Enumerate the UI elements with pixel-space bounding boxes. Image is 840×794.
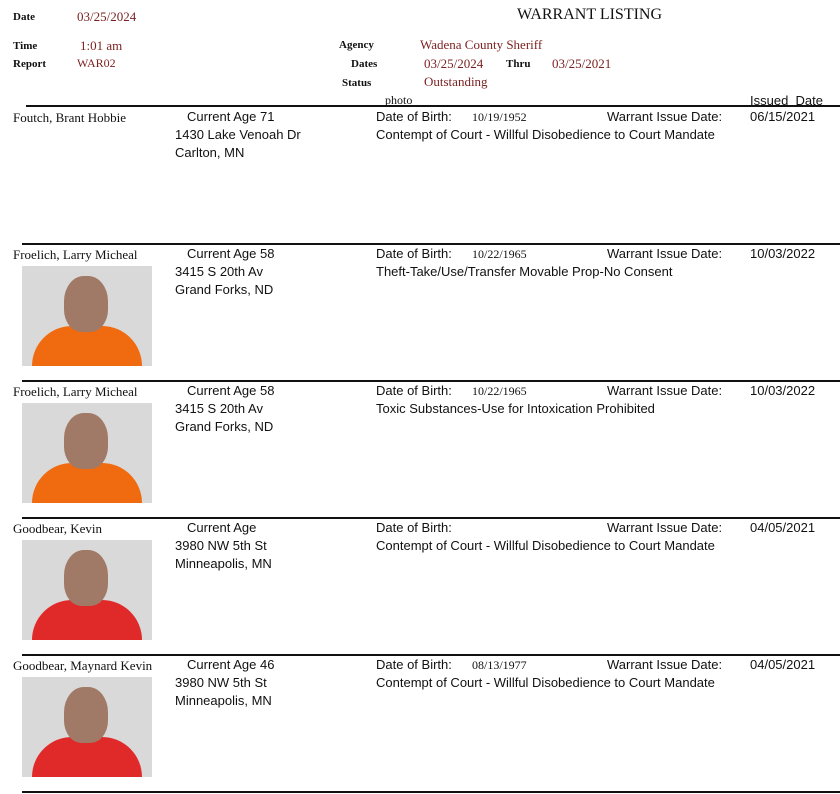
current-age: Current Age 46 [187,657,275,672]
warrant-record: Foutch, Brant Hobbie Current Age 71 1430… [0,107,840,244]
time-label: Time [13,40,38,52]
address-line-1: 1430 Lake Venoah Dr [175,127,301,142]
shirt [32,326,142,366]
issued-date-column-header: Issued Date [750,93,823,108]
warrant-record: Goodbear, Kevin Current Age 3980 NW 5th … [0,518,840,655]
thru-label: Thru [506,58,531,70]
header-divider [26,105,840,107]
warrant-issue-date: 04/05/2021 [750,657,816,672]
shirt [32,600,142,640]
date-to: 03/25/2021 [552,56,612,71]
report-time: 1:01 am [80,38,123,53]
address-line-2: Grand Forks, ND [175,419,274,434]
agency-label: Agency [339,39,374,51]
offense: Theft-Take/Use/Transfer Movable Prop-No … [376,264,673,279]
mugshot-photo [22,540,152,640]
face [64,413,108,469]
date-of-birth: 10/22/1965 [472,384,527,398]
report-label: Report [13,58,46,70]
date-of-birth: 10/22/1965 [472,247,527,261]
warrant-issue-label: Warrant Issue Date: [607,109,723,124]
face [64,687,108,743]
status: Outstanding [424,74,488,89]
offense: Contempt of Court - Willful Disobedience… [376,675,715,690]
address-line-2: Minneapolis, MN [175,556,272,571]
warrant-record: Froelich, Larry Micheal Current Age 58 3… [0,244,840,381]
address-line-2: Carlton, MN [175,145,245,160]
dob-label: Date of Birth: [376,520,452,535]
report-date: 03/25/2024 [77,9,137,24]
shirt [32,737,142,777]
person-name: Froelich, Larry Micheal [13,384,138,399]
offense: Contempt of Court - Willful Disobedience… [376,538,715,553]
address-line-2: Minneapolis, MN [175,693,272,708]
date-of-birth: 10/19/1952 [472,110,527,124]
dob-label: Date of Birth: [376,383,452,398]
warrant-record: Goodbear, Maynard Kevin Current Age 46 3… [0,655,840,792]
date-of-birth: 08/13/1977 [472,658,527,672]
record-divider [22,654,840,656]
dob-label: Date of Birth: [376,657,452,672]
address-line-1: 3415 S 20th Av [175,401,263,416]
dob-label: Date of Birth: [376,109,452,124]
warrant-issue-label: Warrant Issue Date: [607,520,723,535]
person-name: Foutch, Brant Hobbie [13,110,127,125]
warrant-issue-date: 06/15/2021 [750,109,816,124]
current-age: Current Age 71 [187,109,275,124]
face [64,276,108,332]
address-line-1: 3415 S 20th Av [175,264,263,279]
address-line-2: Grand Forks, ND [175,282,274,297]
address-line-1: 3980 NW 5th St [175,538,267,553]
warrant-record: Froelich, Larry Micheal Current Age 58 3… [0,381,840,518]
report-id: WAR02 [77,56,116,70]
dob-label: Date of Birth: [376,246,452,261]
warrant-issue-label: Warrant Issue Date: [607,246,723,261]
person-name: Goodbear, Maynard Kevin [13,658,153,673]
status-label: Status [342,77,372,89]
mugshot-photo [22,677,152,777]
person-name: Froelich, Larry Micheal [13,247,138,262]
offense: Contempt of Court - Willful Disobedience… [376,127,715,142]
date-label: Date [13,11,35,23]
current-age: Current Age 58 [187,383,275,398]
photo-column-header: photo [385,93,413,107]
record-divider [22,380,840,382]
current-age: Current Age 58 [187,246,275,261]
mugshot-photo [22,403,152,503]
current-age: Current Age [187,520,257,535]
warrant-issue-date: 04/05/2021 [750,520,816,535]
address-line-1: 3980 NW 5th St [175,675,267,690]
warrant-issue-date: 10/03/2022 [750,246,816,261]
warrant-issue-date: 10/03/2022 [750,383,816,398]
warrant-issue-label: Warrant Issue Date: [607,657,723,672]
person-name: Goodbear, Kevin [13,521,103,536]
shirt [32,463,142,503]
agency: Wadena County Sheriff [420,37,543,52]
face [64,550,108,606]
mugshot-photo [22,266,152,366]
record-divider [22,517,840,519]
record-divider [22,243,840,245]
dates-label: Dates [351,58,378,70]
warrant-issue-label: Warrant Issue Date: [607,383,723,398]
date-from: 03/25/2024 [424,56,484,71]
page-title: WARRANT LISTING [517,6,663,23]
offense: Toxic Substances-Use for Intoxication Pr… [376,401,655,416]
record-divider [22,791,840,793]
